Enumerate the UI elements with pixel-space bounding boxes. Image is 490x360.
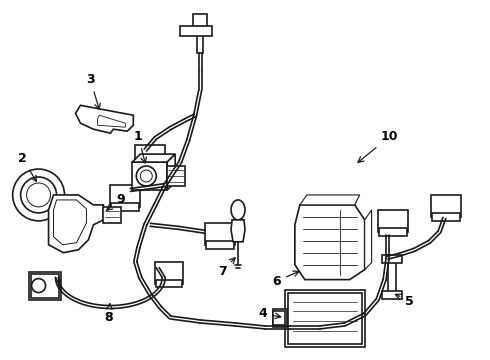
Circle shape xyxy=(136,166,156,186)
Polygon shape xyxy=(98,115,125,127)
Bar xyxy=(167,166,185,186)
Bar xyxy=(28,272,61,300)
Bar xyxy=(273,310,287,328)
Bar xyxy=(136,163,164,171)
Bar xyxy=(433,213,461,221)
Bar xyxy=(285,289,365,347)
Bar xyxy=(135,145,165,167)
Bar xyxy=(379,228,407,236)
Bar xyxy=(193,14,207,32)
Circle shape xyxy=(13,169,65,221)
Text: 4: 4 xyxy=(259,307,281,320)
Bar xyxy=(103,207,122,223)
Polygon shape xyxy=(300,195,360,205)
Bar xyxy=(205,223,235,245)
Polygon shape xyxy=(365,210,371,270)
Polygon shape xyxy=(49,195,103,253)
Bar xyxy=(378,210,408,232)
Bar xyxy=(197,32,203,54)
Bar xyxy=(382,291,401,298)
Bar xyxy=(273,311,285,325)
Bar xyxy=(110,185,140,207)
Text: 1: 1 xyxy=(134,130,147,163)
Bar xyxy=(180,26,212,36)
Polygon shape xyxy=(167,154,175,190)
Bar xyxy=(156,280,182,287)
Bar xyxy=(206,241,234,249)
Circle shape xyxy=(21,177,56,213)
Polygon shape xyxy=(231,220,245,242)
Text: 9: 9 xyxy=(107,193,124,210)
Text: 8: 8 xyxy=(104,304,113,324)
Bar xyxy=(388,255,395,297)
Bar xyxy=(432,195,462,217)
Bar xyxy=(111,203,139,211)
Text: 7: 7 xyxy=(218,258,235,278)
Polygon shape xyxy=(295,205,365,280)
Bar xyxy=(288,293,362,345)
Polygon shape xyxy=(132,154,175,162)
Bar xyxy=(30,274,58,298)
Text: 3: 3 xyxy=(86,73,100,109)
Circle shape xyxy=(140,170,152,182)
Text: 6: 6 xyxy=(272,271,299,288)
Text: 5: 5 xyxy=(395,294,414,307)
Bar xyxy=(382,255,401,263)
Circle shape xyxy=(26,183,50,207)
Text: 10: 10 xyxy=(358,130,398,162)
Ellipse shape xyxy=(231,200,245,220)
Bar xyxy=(132,162,167,190)
Polygon shape xyxy=(53,200,86,245)
Text: 2: 2 xyxy=(18,152,36,181)
Polygon shape xyxy=(75,105,133,133)
Circle shape xyxy=(32,279,46,293)
Bar xyxy=(155,262,183,284)
